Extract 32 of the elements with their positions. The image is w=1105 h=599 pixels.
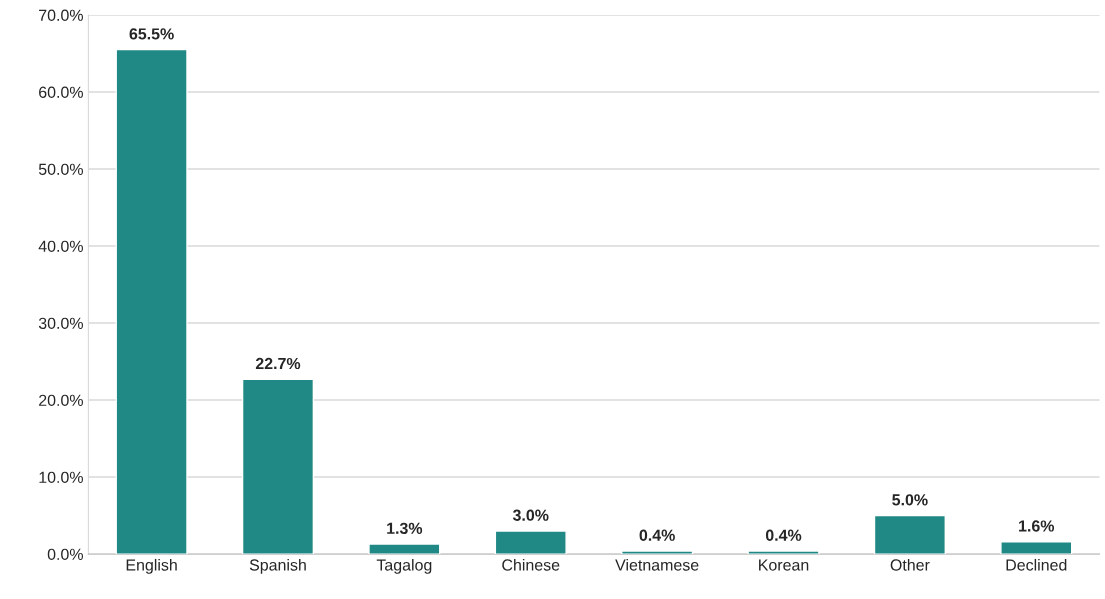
bar [494, 530, 567, 555]
data-label: 1.3% [387, 522, 423, 534]
data-label: 65.5% [129, 28, 174, 40]
x-tick-label: Tagalog [376, 558, 432, 574]
y-tick-label: 70.0% [39, 9, 83, 21]
y-tick-label: 40.0% [38, 240, 83, 252]
y-tick-label: 50.0% [38, 163, 83, 175]
data-label: 1.6% [1019, 520, 1055, 532]
data-label: 0.4% [639, 529, 675, 541]
x-tick-label: Chinese [502, 558, 560, 571]
bar [368, 543, 441, 555]
data-label: 22.7% [255, 357, 301, 370]
bar [747, 550, 820, 555]
y-tick-label: 10.0% [39, 471, 83, 484]
data-label: 0.4% [765, 529, 802, 541]
bar [873, 514, 946, 555]
data-label: 3.0% [512, 509, 549, 521]
bar [241, 378, 315, 555]
x-tick-label: Other [890, 558, 930, 571]
data-label: 5.0% [892, 494, 928, 506]
y-tick-label: 0.0% [47, 548, 83, 561]
bar [1000, 541, 1073, 555]
y-tick-label: 20.0% [39, 394, 83, 406]
x-tick-label: English [126, 558, 177, 574]
x-tick-label: Korean [759, 559, 809, 571]
y-tick-label: 30.0% [38, 317, 83, 329]
bar [621, 550, 694, 555]
x-tick-label: Vietnamese [615, 558, 699, 571]
x-tick-label: Spanish [249, 558, 306, 574]
bar [115, 48, 188, 555]
y-tick-label: 60.0% [39, 86, 83, 98]
x-tick-label: Declined [1006, 558, 1067, 571]
